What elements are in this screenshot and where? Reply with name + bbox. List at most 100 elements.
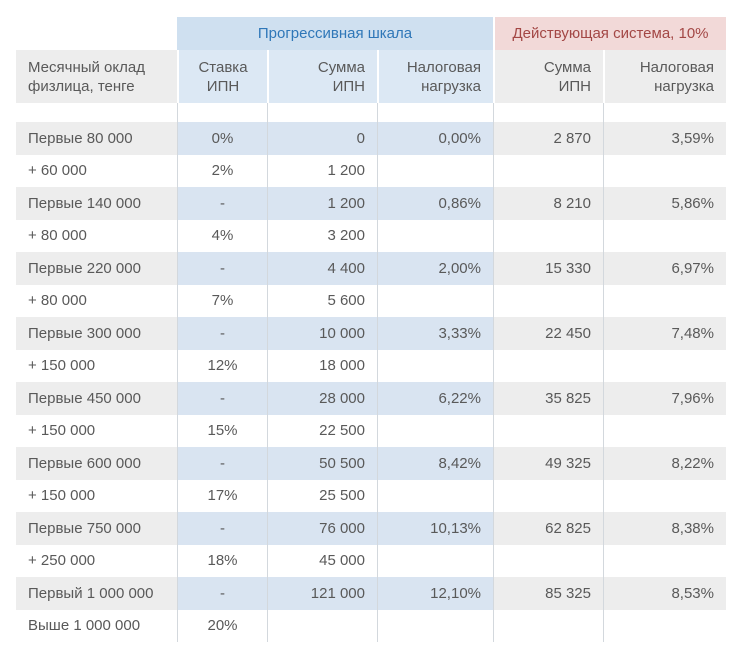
ipn-rate-cell: - [177,512,267,545]
tax-burden-cell: 6,22% [377,382,493,415]
current-tax-burden-cell: 3,59% [603,122,726,155]
salary-cell: + 80 000 [28,292,87,310]
table-row: + 80 000 7% 5 600 [16,284,726,317]
table-row: + 150 000 12% 18 000 [16,349,726,382]
ipn-sum-cell: 1 200 [267,154,377,187]
salary-cell: + 60 000 [28,162,87,180]
current-ipn-sum-cell: 85 325 [493,577,603,610]
ipn-rate-cell: 7% [177,284,267,317]
ipn-sum-cell: 45 000 [267,544,377,577]
header-ipn-rate: Ставка ИПН [177,50,267,103]
current-ipn-sum-cell [493,284,603,317]
ipn-rate-cell: 15% [177,414,267,447]
table-row: Первые 300 000 - 10 000 3,33% 22 450 7,4… [16,317,726,350]
table-row: + 60 000 2% 1 200 [16,154,726,187]
current-ipn-sum-cell [493,349,603,382]
current-ipn-sum-cell [493,479,603,512]
ipn-sum-cell: 0 [267,122,377,155]
table-body: Первые 80 000 0% 0 0,00% 2 870 3,59% + 6… [16,122,726,642]
table-row: Первые 140 000 - 1 200 0,86% 8 210 5,86% [16,187,726,220]
salary-cell: Первые 220 000 [16,252,177,285]
ipn-rate-cell: 12% [177,349,267,382]
header-salary: Месячный оклад физлица, тенге [16,50,177,103]
ipn-rate-cell: 17% [177,479,267,512]
tax-burden-cell: 0,86% [377,187,493,220]
current-ipn-sum-cell: 62 825 [493,512,603,545]
current-ipn-sum-cell [493,414,603,447]
tax-burden-cell [377,284,493,317]
ipn-sum-cell: 22 500 [267,414,377,447]
current-ipn-sum-cell [493,154,603,187]
current-ipn-sum-cell [493,544,603,577]
current-tax-burden-cell: 5,86% [603,187,726,220]
tax-burden-cell: 0,00% [377,122,493,155]
tax-burden-cell: 2,00% [377,252,493,285]
banner-current-system: Действующая система, 10% [493,17,726,50]
current-ipn-sum-cell: 2 870 [493,122,603,155]
current-ipn-sum-cell: 22 450 [493,317,603,350]
salary-cell: Первые 80 000 [16,122,177,155]
ipn-sum-cell: 25 500 [267,479,377,512]
table-row: Первые 750 000 - 76 000 10,13% 62 825 8,… [16,512,726,545]
tax-burden-cell [377,349,493,382]
salary-cell: + 80 000 [28,227,87,245]
ipn-sum-cell: 10 000 [267,317,377,350]
ipn-sum-cell [267,609,377,642]
ipn-sum-cell: 1 200 [267,187,377,220]
ipn-rate-cell: - [177,382,267,415]
current-tax-burden-cell: 7,96% [603,382,726,415]
ipn-rate-cell: 20% [177,609,267,642]
tax-burden-cell: 12,10% [377,577,493,610]
header-row: Месячный оклад физлица, тенге Ставка ИПН… [16,50,726,103]
tax-burden-cell: 3,33% [377,317,493,350]
salary-cell: + 250 000 [28,552,96,570]
tax-burden-cell [377,479,493,512]
current-tax-burden-cell [603,219,726,252]
banner-empty [16,17,177,50]
table-row: Первые 600 000 - 50 500 8,42% 49 325 8,2… [16,447,726,480]
ipn-sum-cell: 4 400 [267,252,377,285]
salary-cell: Первые 600 000 [16,447,177,480]
tax-burden-cell [377,219,493,252]
salary-cell: Первые 750 000 [16,512,177,545]
current-tax-burden-cell [603,479,726,512]
salary-cell: + 150 000 [28,487,96,505]
ipn-sum-cell: 50 500 [267,447,377,480]
salary-cell: Выше 1 000 000 [28,617,141,635]
current-tax-burden-cell: 8,53% [603,577,726,610]
ipn-rate-cell: - [177,187,267,220]
current-ipn-sum-cell: 49 325 [493,447,603,480]
ipn-sum-cell: 121 000 [267,577,377,610]
ipn-rate-cell: - [177,252,267,285]
current-tax-burden-cell: 8,22% [603,447,726,480]
ipn-sum-cell: 76 000 [267,512,377,545]
current-ipn-sum-cell [493,609,603,642]
salary-cell: Первый 1 000 000 [16,577,177,610]
tax-burden-cell [377,609,493,642]
current-tax-burden-cell [603,284,726,317]
tax-burden-cell: 8,42% [377,447,493,480]
spacer-row [16,103,726,122]
table-row: Выше 1 000 000 20% [16,609,726,642]
current-tax-burden-cell [603,609,726,642]
current-ipn-sum-cell: 8 210 [493,187,603,220]
banner-row: Прогрессивная шкала Действующая система,… [16,17,726,50]
tax-burden-cell [377,544,493,577]
ipn-sum-cell: 5 600 [267,284,377,317]
header-current-ipn-sum: Сумма ИПН [493,50,603,103]
ipn-sum-cell: 3 200 [267,219,377,252]
tax-burden-cell [377,154,493,187]
current-tax-burden-cell [603,544,726,577]
table-row: + 150 000 15% 22 500 [16,414,726,447]
current-ipn-sum-cell: 15 330 [493,252,603,285]
table-row: Первые 450 000 - 28 000 6,22% 35 825 7,9… [16,382,726,415]
salary-cell: + 150 000 [28,422,96,440]
current-tax-burden-cell [603,349,726,382]
current-ipn-sum-cell [493,219,603,252]
ipn-rate-cell: - [177,447,267,480]
salary-cell: Первые 450 000 [16,382,177,415]
salary-cell: Первые 140 000 [16,187,177,220]
ipn-rate-cell: 0% [177,122,267,155]
tax-comparison-table: Прогрессивная шкала Действующая система,… [16,17,726,642]
table-row: + 150 000 17% 25 500 [16,479,726,512]
